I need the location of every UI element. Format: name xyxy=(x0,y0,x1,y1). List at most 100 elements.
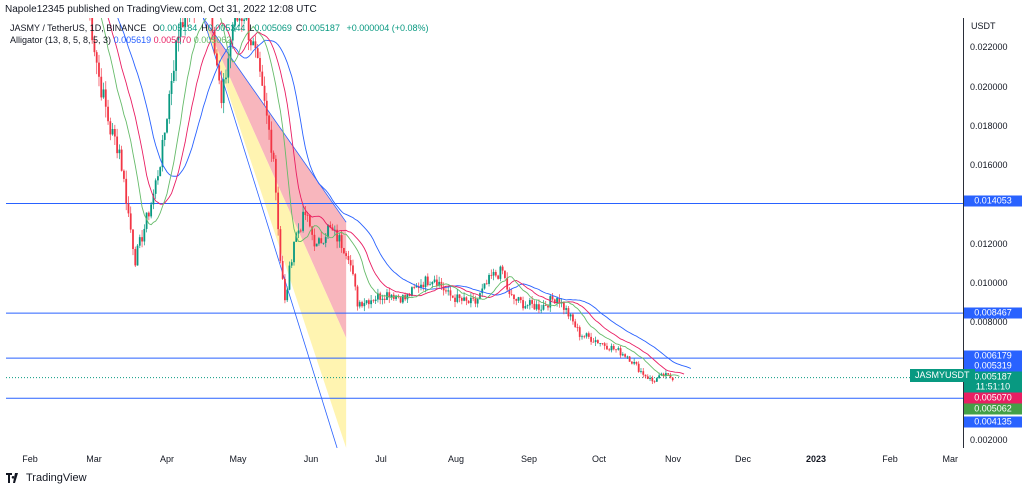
candle-body xyxy=(671,377,674,381)
tradingview-footer[interactable]: TradingView xyxy=(6,472,87,484)
candle-body xyxy=(460,298,463,301)
candle-body xyxy=(492,271,495,276)
candle-body xyxy=(590,336,592,342)
candle-body xyxy=(104,89,107,107)
candle-body xyxy=(442,286,445,291)
legend-ohlc-value: 0.005344 xyxy=(207,23,246,33)
candle-body xyxy=(583,336,586,338)
price-tick-label: 0.008000 xyxy=(970,317,1008,328)
time-tick-label: Jul xyxy=(375,454,387,464)
candle-body xyxy=(544,304,547,306)
candle-body xyxy=(574,321,577,328)
candle-body xyxy=(138,237,141,246)
time-tick-label: Mar xyxy=(942,454,959,464)
candle-body xyxy=(281,260,284,279)
candle-body xyxy=(551,296,554,300)
candle-body xyxy=(238,18,241,21)
candle-body xyxy=(633,361,636,364)
candle-body xyxy=(651,377,654,382)
candle-body xyxy=(354,274,357,287)
candle-body xyxy=(626,356,629,358)
candle-body xyxy=(481,288,484,294)
time-axis[interactable]: Feb Mar Apr May Jun Jul Aug Sep Oct Nov Dec 2023 Feb… xyxy=(6,450,963,468)
time-tick-label: Oct xyxy=(591,454,607,464)
candle-body xyxy=(429,284,431,286)
candle-body xyxy=(374,299,377,301)
candle-body xyxy=(587,333,590,337)
candle-body xyxy=(542,304,545,310)
candle-body xyxy=(107,106,109,122)
candlestick-chart[interactable] xyxy=(6,18,963,448)
candle-body xyxy=(596,340,599,344)
candle-body xyxy=(284,278,286,301)
candle-body xyxy=(424,276,427,288)
candle-body xyxy=(528,300,531,306)
candle-body xyxy=(102,89,105,98)
plot-area[interactable] xyxy=(6,18,964,448)
candle-body xyxy=(216,53,218,66)
candle-body xyxy=(556,298,558,304)
candle-body xyxy=(667,373,670,375)
candle-body xyxy=(113,129,116,137)
symbol-price-tag: JASMYUSDT xyxy=(910,369,975,382)
legend-ohlc: O0.005184 H0.005344 L0.005069 C0.005187 xyxy=(149,23,340,33)
candle-body xyxy=(662,373,665,377)
candle-body xyxy=(211,18,214,32)
candle-body xyxy=(254,41,257,49)
candle-body xyxy=(236,18,239,21)
legend-ohlc-key: L xyxy=(249,23,255,33)
candle-body xyxy=(408,293,411,297)
candle-body xyxy=(506,277,509,290)
time-tick-label: Nov xyxy=(664,454,682,464)
legend-symbol[interactable]: JASMY / TetherUS, 1D, BINANCE xyxy=(10,23,147,33)
candle-body xyxy=(624,354,627,357)
candle-body xyxy=(247,18,250,41)
candle-body xyxy=(608,349,611,351)
legend-ohlc-value: 0.005187 xyxy=(302,23,340,33)
candle-body xyxy=(286,289,289,301)
candle-body xyxy=(665,373,667,377)
candle-body xyxy=(617,348,620,350)
candle-body xyxy=(352,265,354,275)
candle-body xyxy=(535,304,538,310)
candle-body xyxy=(572,314,574,322)
candle-body xyxy=(401,295,404,303)
price-badge: 0.014053 xyxy=(964,195,1022,207)
candle-body xyxy=(601,343,604,344)
candle-body xyxy=(426,276,429,286)
time-tick-label: Mar xyxy=(86,454,102,464)
candle-body xyxy=(399,297,402,303)
legend-ohlc-value: 0.005069 xyxy=(254,23,292,33)
candle-body xyxy=(585,333,588,337)
legend-ohlc-key: H xyxy=(201,23,208,33)
candle-body xyxy=(327,224,329,238)
alligator-jaw-line xyxy=(117,18,692,369)
candle-body xyxy=(499,266,502,279)
price-axis[interactable]: USDT 0.022000 0.020000 0.018000 0.016000 0.0… xyxy=(963,18,1024,448)
candle-body xyxy=(222,79,225,104)
candle-body xyxy=(157,176,159,181)
candle-body xyxy=(277,192,280,230)
candle-body xyxy=(272,152,275,159)
alligator-lips-line xyxy=(100,18,680,377)
time-tick-label: Feb xyxy=(882,454,898,464)
candle-body xyxy=(522,300,524,309)
candle-body xyxy=(349,260,352,266)
candle-body xyxy=(472,297,475,299)
price-tick-label: 0.020000 xyxy=(970,81,1008,92)
price-badge: 0.005062 xyxy=(964,403,1022,415)
candle-body xyxy=(538,304,540,310)
candle-body xyxy=(635,361,638,364)
legend-change: +0.000004 (+0.08%) xyxy=(346,23,429,33)
candle-body xyxy=(150,204,153,217)
candle-body xyxy=(456,294,459,302)
legend-alligator-label[interactable]: Alligator (13, 8, 5, 8, 5, 3) xyxy=(10,35,112,45)
candle-body xyxy=(95,52,98,63)
candle-body xyxy=(581,336,583,338)
candle-body xyxy=(435,279,438,286)
candle-body xyxy=(413,287,416,289)
candle-body xyxy=(347,255,350,261)
candle-body xyxy=(422,284,425,288)
candle-body xyxy=(111,129,114,135)
candle-body xyxy=(315,243,318,247)
